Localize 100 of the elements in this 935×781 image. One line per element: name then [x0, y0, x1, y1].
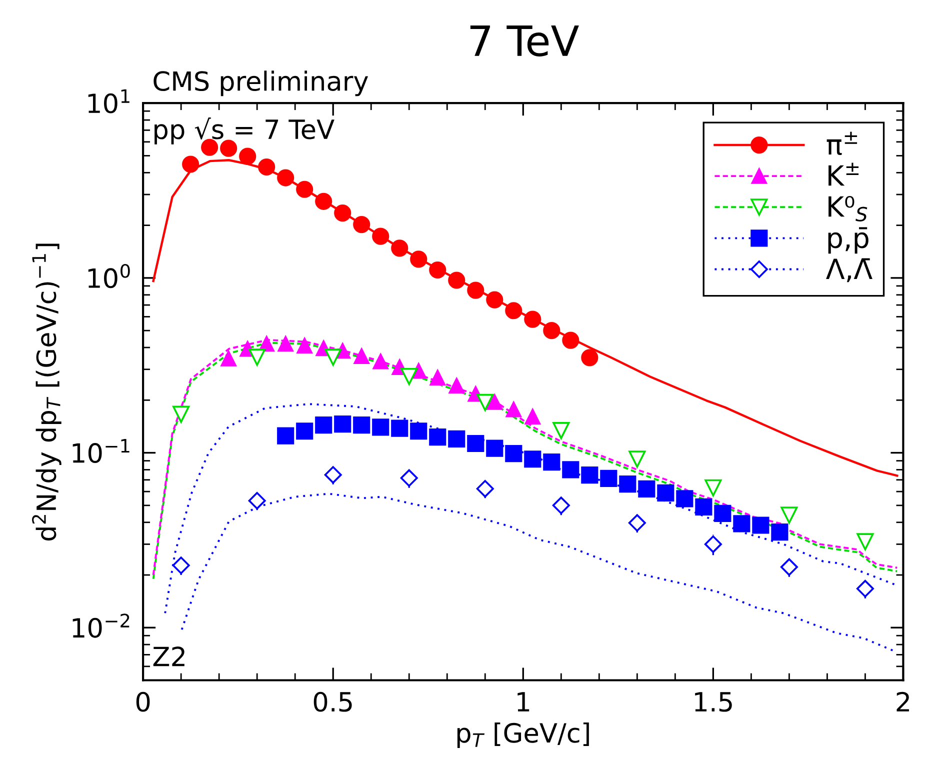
point: [315, 416, 332, 434]
legend-label: K⁰$_{S}$: [828, 196, 868, 222]
point: [258, 158, 276, 176]
point: [296, 180, 314, 198]
y-tick-label: 10$^{−1}$: [72, 439, 130, 463]
point: [334, 204, 352, 222]
annotation: Z2: [153, 646, 184, 666]
point: [676, 490, 694, 508]
point: [448, 430, 466, 448]
point: [429, 428, 446, 446]
chart-title: 7 TeV: [470, 25, 579, 56]
point: [467, 282, 484, 299]
point: [714, 504, 732, 522]
line-series: [164, 403, 896, 614]
point: [296, 422, 314, 440]
annotation: pp √s = 7 TeV: [154, 118, 334, 144]
point: [476, 394, 494, 411]
point: [410, 250, 428, 268]
point: [467, 434, 484, 452]
point: [581, 466, 598, 484]
point: [248, 348, 266, 366]
point: [856, 533, 874, 550]
y-tick-label: 10$^{0}$: [88, 264, 130, 288]
point: [239, 148, 256, 165]
point: [562, 461, 580, 478]
point: [277, 169, 294, 186]
point: [172, 556, 190, 574]
y-tick-label: 10$^{−2}$: [72, 614, 130, 638]
point: [278, 336, 294, 352]
point: [486, 394, 502, 410]
point: [400, 469, 418, 487]
point: [552, 496, 570, 514]
x-tick-label: 2: [896, 692, 909, 712]
x-tick-label: 0.5: [314, 692, 352, 712]
point: [733, 515, 750, 532]
point: [248, 492, 266, 510]
point: [353, 216, 370, 234]
legend-label: K$^{±}$: [828, 162, 859, 186]
point: [372, 228, 390, 245]
point: [296, 338, 312, 354]
point: [552, 422, 570, 440]
legend-label: p,p̄: [828, 227, 868, 254]
point: [410, 422, 428, 440]
point: [581, 349, 598, 366]
point: [486, 291, 504, 308]
point: [780, 506, 798, 524]
point: [704, 479, 722, 496]
point: [752, 516, 770, 534]
point: [619, 476, 636, 493]
point: [695, 498, 712, 516]
point: [524, 450, 542, 468]
x-tick-label: 0: [136, 692, 150, 712]
point: [334, 415, 352, 433]
point: [277, 427, 294, 444]
point: [353, 416, 370, 434]
point: [600, 470, 618, 488]
point: [505, 444, 522, 462]
point: [506, 402, 522, 418]
point: [429, 261, 446, 279]
point: [476, 480, 494, 498]
y-axis-title: d$^{2}$N/dy dp$_{T}$ [(GeV/c)$^{−1}$]: [32, 244, 62, 540]
point: [524, 310, 542, 328]
point: [486, 440, 504, 457]
x-axis-title: p$_{T}$ [GeV/c]: [457, 722, 589, 748]
y-tick-label: 10$^{1}$: [88, 89, 130, 114]
point: [505, 302, 522, 320]
point: [220, 140, 238, 157]
point: [315, 192, 332, 210]
point: [628, 514, 646, 532]
point: [780, 558, 798, 576]
point: [524, 408, 540, 424]
point: [391, 420, 408, 437]
x-tick-label: 1: [518, 692, 530, 712]
legend-label: π$^{±}$: [826, 132, 858, 156]
point: [543, 454, 560, 471]
point: [354, 348, 370, 364]
legend-label: Λ,Λ̄: [826, 258, 872, 282]
point: [372, 354, 388, 370]
point: [543, 322, 560, 340]
point: [400, 368, 418, 386]
point: [172, 406, 190, 423]
point: [704, 535, 722, 553]
point: [856, 580, 874, 598]
point: [182, 156, 200, 173]
point: [201, 138, 218, 156]
point: [771, 524, 788, 541]
point: [657, 484, 674, 502]
x-tick-label: 1.5: [695, 692, 732, 712]
point: [430, 370, 446, 386]
point: [220, 350, 236, 366]
point: [628, 450, 646, 468]
point: [324, 466, 342, 484]
point: [638, 480, 656, 498]
point: [448, 378, 464, 394]
point: [391, 240, 408, 257]
point: [372, 418, 390, 436]
point: [324, 348, 342, 366]
point: [562, 332, 580, 349]
point: [448, 272, 466, 289]
text: CMS preliminary: [154, 70, 368, 96]
